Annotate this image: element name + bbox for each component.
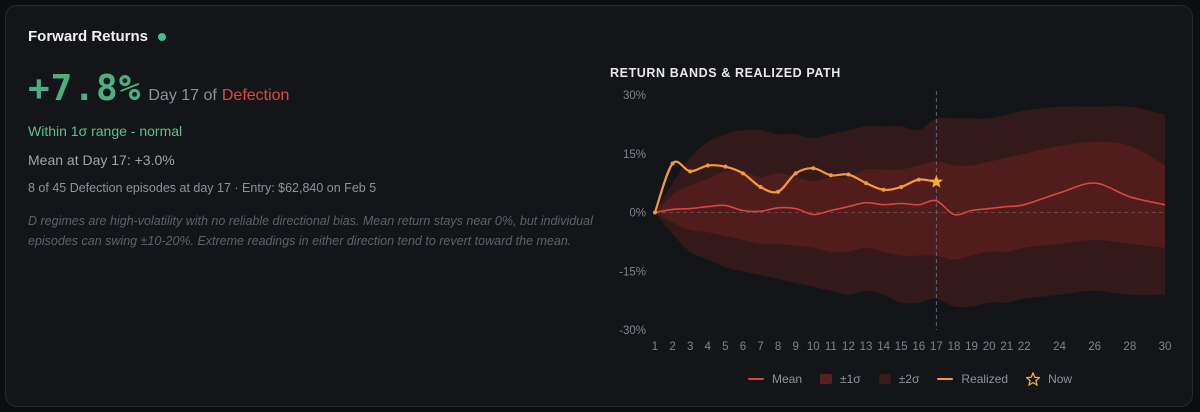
x-tick-label: 18 [948,341,961,353]
legend-item: ±2σ [878,372,920,386]
x-tick-label: 13 [860,341,873,353]
realized-point-day-9 [793,171,798,176]
realized-point-day-12 [846,172,851,177]
x-tick-label: 26 [1088,341,1101,353]
realized-point-day-5 [723,164,728,169]
x-tick-label: 28 [1123,341,1136,353]
band-1sigma [655,142,1165,260]
realized-point-day-6 [740,171,745,176]
realized-point-day-1 [653,210,657,215]
day-label: Day 17 of [148,87,217,104]
x-tick-label: 2 [669,341,675,353]
legend-swatch-box [878,374,891,384]
y-tick-label: -15% [619,266,646,278]
forward-returns-card: Forward Returns +7.8% Day 17 of Defectio… [5,5,1193,407]
return-summary: +7.8% Day 17 of Defection [28,68,289,109]
legend-swatch-box [820,374,833,384]
realized-point-day-3 [688,169,693,174]
y-tick-label: -30% [619,325,646,337]
x-tick-label: 4 [705,341,712,353]
realized-point-day-8 [776,189,781,194]
x-tick-label: 9 [792,341,798,353]
return-bands-chart: 30%15%0%-15%-30%1 2 3 4 5 6 7 8 9 10 11 12 13 14 15 16 1… [619,90,1172,353]
x-tick-label: 21 [1000,341,1013,353]
legend-label: Realized [961,372,1009,386]
mean-at-day: Mean at Day 17: +3.0% [28,152,175,168]
x-tick-label: 5 [722,341,728,353]
chart-legend: Mean ±1σ ±2σ Realized Now [748,372,1072,386]
now-star-icon [929,174,943,188]
x-tick-label: 12 [842,341,855,353]
range-status: Within 1σ range - normal [28,123,183,139]
x-tick-label: 19 [965,341,978,353]
x-tick-label: 7 [757,341,763,353]
chart-title: RETURN BANDS & REALIZED PATH [610,66,841,80]
legend-swatch-line [937,378,954,380]
y-tick-label: 30% [623,90,646,102]
legend-swatch-line [748,378,764,380]
realized-point-day-15 [899,185,904,190]
x-tick-label: 20 [983,341,996,353]
mean-line [654,182,1166,216]
realized-point-day-7 [758,185,763,190]
x-tick-label: 22 [1018,341,1031,353]
legend-item: Now [1026,372,1072,386]
x-tick-label: 15 [895,341,908,353]
x-tick-label: 10 [807,341,820,353]
x-tick-label: 30 [1159,341,1172,353]
x-tick-label: 6 [740,341,746,353]
x-tick-label: 1 [652,341,658,353]
episodes-info: 8 of 45 Defection episodes at day 17 · E… [28,181,377,195]
realized-point-day-2 [670,161,675,166]
regime-label: Defection [221,87,290,104]
legend-label: ±1σ [840,372,861,386]
realized-point-day-10 [811,166,816,171]
star-icon [1026,372,1041,386]
realized-point-day-13 [864,181,869,186]
x-tick-label: 16 [912,341,925,353]
x-tick-label: 14 [877,341,890,353]
card-header: Forward Returns [28,28,167,45]
card-title: Forward Returns [28,28,149,45]
realized-point-day-14 [881,187,886,192]
status-dot [158,32,167,41]
realized-point-day-4 [705,163,710,168]
legend-label: Now [1048,372,1073,386]
legend-label: Mean [772,372,803,386]
legend-item: ±1σ [820,372,861,386]
legend-label: ±2σ [898,372,920,386]
regime-note: D regimes are high-volatility with no re… [28,214,593,248]
realized-point-day-11 [828,173,833,178]
x-tick-label: 17 [930,341,943,353]
x-tick-label: 24 [1053,341,1066,353]
legend-item: Realized [937,372,1008,386]
y-tick-label: 0% [629,208,646,220]
legend-item: Mean [748,372,802,386]
x-tick-label: 8 [775,341,781,353]
y-tick-label: 15% [623,149,646,161]
realized-point-day-16 [916,177,921,182]
return-value: +7.8% [28,68,142,109]
x-tick-label: 11 [825,341,837,353]
x-tick-label: 3 [687,341,693,353]
